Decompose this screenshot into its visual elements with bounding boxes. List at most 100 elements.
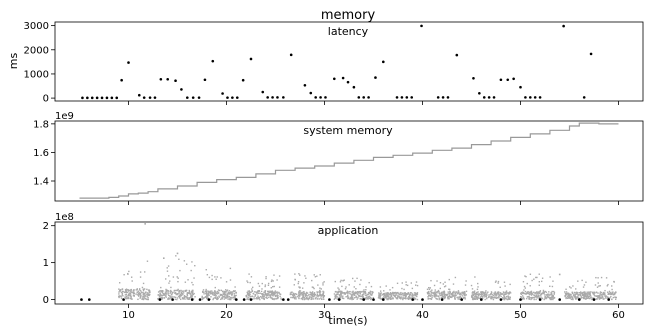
application-point [541,277,544,279]
application-point [210,296,212,298]
application-point [558,273,561,276]
application-point [473,298,475,300]
application-point [490,291,493,293]
application-point [436,290,438,293]
application-point [171,294,173,296]
application-point [575,288,577,290]
latency-point [309,91,313,95]
application-point [436,298,438,300]
application-point [403,297,406,299]
application-point [583,297,585,299]
application-point [411,293,414,295]
application-point [565,291,568,293]
application-point [225,297,227,299]
application-point [337,298,341,301]
latency-point [589,52,593,56]
application-point [268,296,270,299]
application-point [261,296,263,298]
application-point [525,297,528,300]
application-point [508,297,511,300]
application-point [583,284,586,286]
latency-point [86,96,89,100]
application-point [279,293,281,295]
application-point [246,291,248,294]
latency-point [410,96,414,99]
application-point [118,288,120,290]
application-point [594,284,597,286]
application-point [127,296,130,299]
application-point [384,294,386,296]
application-point [497,293,500,295]
application-point [215,278,217,280]
application-point [571,295,573,298]
latency-point [115,96,119,100]
application-point [168,275,170,277]
application-point [137,290,140,292]
application-point [405,281,407,283]
application-point [344,292,347,294]
latency-point [382,60,385,64]
application-point [368,281,370,284]
application-point [549,276,551,278]
latency-point [203,78,207,82]
application-point [169,297,171,299]
application-point [186,296,188,298]
application-point [507,292,509,294]
application-point [263,297,265,300]
application-point [372,296,375,299]
application-point [550,291,552,294]
application-point [173,292,176,294]
application-point [595,298,598,300]
application-point [528,298,530,300]
application-point [475,294,477,296]
application-point [178,258,180,260]
application-point [267,294,269,297]
application-point [521,291,523,294]
application-point [491,294,493,296]
application-point [588,297,590,300]
application-point [385,293,388,296]
application-point [445,293,447,296]
application-point [584,294,586,297]
application-point [221,294,223,296]
application-point [454,296,456,298]
application-point [358,290,361,293]
application-point [392,297,394,299]
application-point [297,294,300,297]
application-point [251,295,254,297]
application-point [399,294,401,296]
application-point [271,298,274,300]
application-point [444,296,446,299]
application-point [470,284,473,287]
application-point [369,290,372,293]
application-point [128,294,131,296]
application-point [581,292,583,294]
x-axis-label: time(s) [328,314,367,326]
application-point [298,293,300,295]
application-point [178,289,180,292]
application-point [161,292,164,294]
application-point [568,293,571,295]
application-point [473,297,476,300]
application-point [413,296,415,298]
application-point [125,288,128,290]
application-point [584,294,586,296]
application-point [407,292,409,295]
application-point [570,298,573,301]
application-point [141,298,143,300]
latency-point [271,96,274,99]
application-point [577,280,579,282]
application-point [454,292,457,295]
application-point [387,298,389,301]
application-point [167,298,170,300]
application-point [536,295,538,298]
application-x-tick-label: 20 [220,310,233,321]
application-point [205,269,207,271]
application-point [272,295,274,297]
application-point [271,292,274,295]
application-point [214,292,216,294]
application-point [184,298,186,300]
application-point [269,290,271,292]
application-point [504,297,506,300]
application-point [222,292,224,294]
